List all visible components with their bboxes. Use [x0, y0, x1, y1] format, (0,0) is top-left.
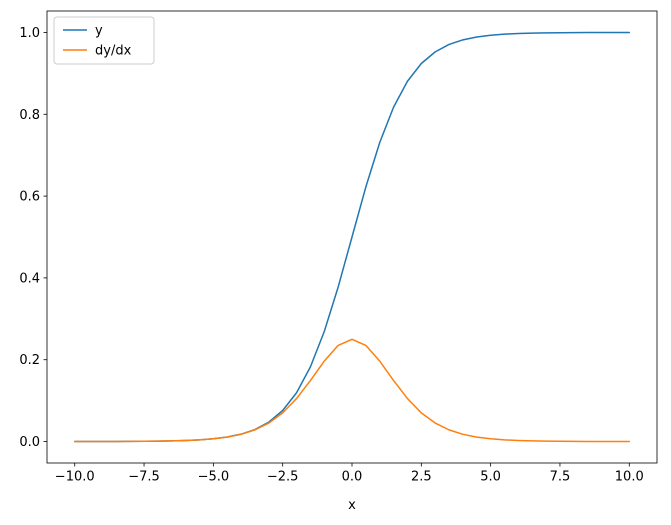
x-tick-label: −2.5: [267, 470, 299, 485]
legend-frame: [53, 16, 155, 65]
x-axis-label: x: [348, 498, 356, 513]
y-tick-label: 0.4: [19, 271, 40, 286]
axes-spines: [46, 10, 658, 464]
x-tick-label: −7.5: [128, 470, 160, 485]
y-tick-label: 0.2: [19, 353, 40, 368]
y-tick-label: 0.6: [19, 190, 40, 205]
x-tick-label: −5.0: [198, 470, 230, 485]
y-tick-label: 1.0: [19, 26, 40, 41]
legend-label: dy/dx: [95, 44, 132, 59]
x-tick-label: 5.0: [480, 470, 501, 485]
x-tick-label: 7.5: [550, 470, 571, 485]
x-tick-label: 0.0: [342, 470, 363, 485]
legend-label: y: [95, 24, 103, 39]
y-tick-label: 0.0: [19, 435, 40, 450]
x-tick-label: 2.5: [411, 470, 432, 485]
x-tick-label: −10.0: [55, 470, 95, 485]
series-line-dy-dx: [73, 338, 631, 443]
y-tick-label: 0.8: [19, 108, 40, 123]
x-tick-label: 10.0: [615, 470, 644, 485]
